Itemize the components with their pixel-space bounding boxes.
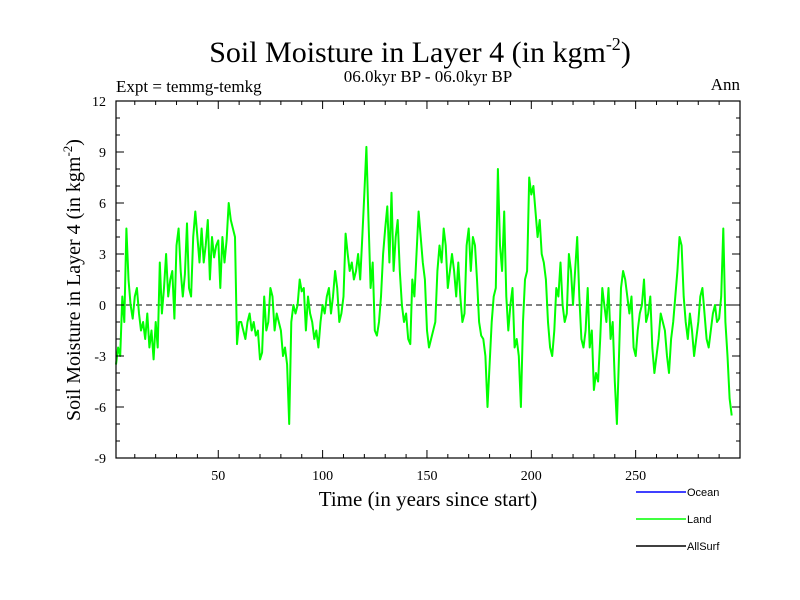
subtitle-center: 06.0kyr BP - 06.0kyr BP xyxy=(344,67,512,86)
y-tick-label: -9 xyxy=(94,452,106,467)
series-land-line xyxy=(115,145,733,425)
y-tick-label: 6 xyxy=(99,197,106,212)
x-tick-label: 250 xyxy=(625,469,646,484)
ticks-group: 12 9 6 3 0 -3 -6 -9 50 100 150 200 250 xyxy=(92,95,740,484)
y-tick-label: -3 xyxy=(94,350,106,365)
y-axis-label-sup: -2 xyxy=(60,146,75,157)
y-axis-label-main: Soil Moisture in Layer 4 (in kgm xyxy=(63,156,85,421)
x-tick-label: 50 xyxy=(211,469,225,484)
chart-title: Soil Moisture in Layer 4 (in kgm-2) xyxy=(209,34,631,69)
y-tick-label: 9 xyxy=(99,146,106,161)
legend: Ocean Land AllSurf xyxy=(636,487,720,553)
series-group xyxy=(115,145,733,425)
legend-label-land: Land xyxy=(687,514,711,526)
legend-label-ocean: Ocean xyxy=(687,487,719,499)
y-tick-label: 12 xyxy=(92,95,106,110)
x-axis-label: Time (in years since start) xyxy=(319,487,538,511)
y-axis-label: Soil Moisture in Layer 4 (in kgm-2) xyxy=(60,139,85,421)
x-tick-label: 150 xyxy=(416,469,437,484)
y-tick-label: -6 xyxy=(94,401,106,416)
x-tick-label: 100 xyxy=(312,469,333,484)
y-tick-label: 3 xyxy=(99,248,106,263)
legend-label-allsurf: AllSurf xyxy=(687,541,720,553)
y-axis-label-close: ) xyxy=(63,139,85,146)
subtitle-left: Expt = temmg-temkg xyxy=(116,77,262,96)
chart-title-close: ) xyxy=(621,36,631,69)
x-tick-label: 200 xyxy=(521,469,542,484)
chart-title-sup: -2 xyxy=(606,34,621,54)
plot-frame xyxy=(115,100,741,459)
subtitle-right: Ann xyxy=(711,75,741,94)
y-tick-label: 0 xyxy=(99,299,106,314)
chart-title-main: Soil Moisture in Layer 4 (in kgm xyxy=(209,36,606,69)
